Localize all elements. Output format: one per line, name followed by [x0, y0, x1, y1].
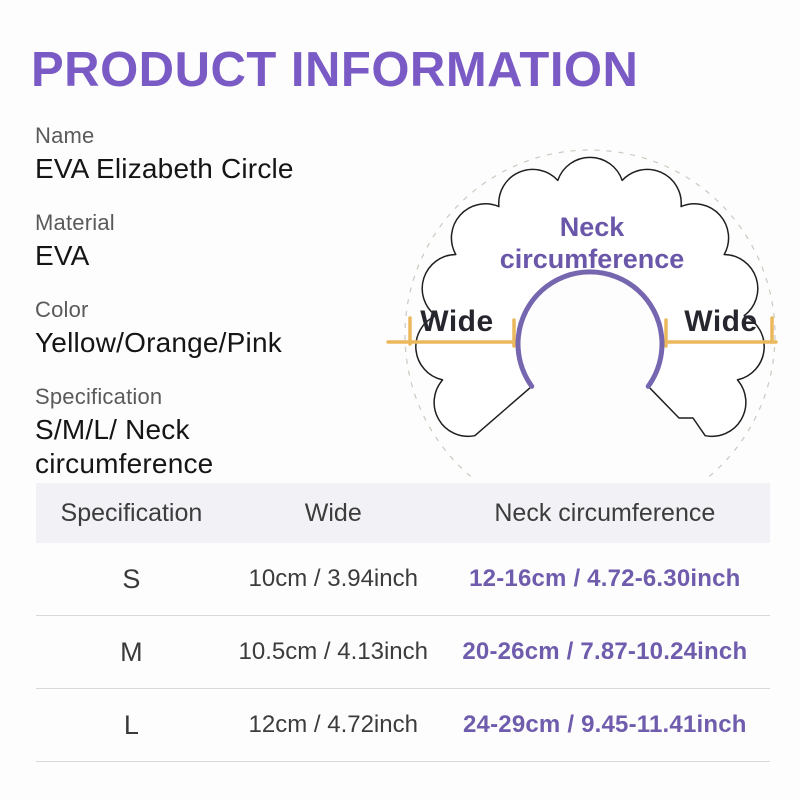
- wide-cell: 10cm / 3.94inch: [248, 565, 418, 592]
- info-value: EVA: [35, 240, 90, 272]
- header-wide: Wide: [304, 498, 362, 527]
- wide-cell: 10.5cm / 4.13inch: [238, 638, 428, 665]
- wide-measure-line-right: [660, 316, 778, 348]
- header-specification: Specification: [60, 498, 203, 527]
- neck-cell: 24-29cm / 9.45-11.41inch: [463, 711, 747, 738]
- info-field-material: Material EVA: [35, 210, 375, 273]
- page-title: PRODUCT INFORMATION: [31, 43, 639, 97]
- info-field-color: Color Yellow/Orange/Pink: [35, 297, 375, 360]
- wide-measure-line-left: [386, 316, 520, 348]
- table-header-row: Specification Wide Neck circumference: [36, 483, 770, 543]
- info-field-specification: Specification S/M/L/ Neck circumference: [35, 384, 375, 481]
- info-label: Specification: [35, 383, 163, 409]
- neck-cell: 12-16cm / 4.72-6.30inch: [469, 565, 741, 592]
- info-value: Yellow/Orange/Pink: [35, 327, 282, 359]
- collar-size-diagram: Neck circumference Wide Wide: [386, 149, 778, 480]
- info-label: Material: [35, 209, 115, 235]
- header-neck-circumference: Neck circumference: [494, 498, 716, 527]
- collar-outline: [415, 156, 765, 438]
- wide-cell: 12cm / 4.72inch: [248, 711, 418, 738]
- neck-circumference-label-line1: Neck: [560, 212, 626, 242]
- wide-label-right: Wide: [684, 305, 757, 338]
- dashed-guide-circle: [404, 149, 776, 480]
- size-cell: M: [120, 636, 143, 667]
- size-cell: L: [123, 709, 139, 740]
- neck-cell: 20-26cm / 7.87-10.24inch: [462, 638, 748, 665]
- neck-circumference-arc: [515, 269, 665, 389]
- info-value: EVA Elizabeth Circle: [35, 153, 294, 185]
- size-spec-table: Specification Wide Neck circumference S …: [36, 483, 770, 762]
- info-label: Color: [35, 296, 89, 322]
- info-field-name: Name EVA Elizabeth Circle: [35, 123, 375, 186]
- info-value: S/M/L/ Neck circumference: [35, 414, 214, 479]
- info-label: Name: [35, 123, 95, 148]
- table-row-s: S 10cm / 3.94inch 12-16cm / 4.72-6.30inc…: [36, 543, 770, 616]
- table-row-m: M 10.5cm / 4.13inch 20-26cm / 7.87-10.24…: [36, 616, 770, 689]
- table-row-l: L 12cm / 4.72inch 24-29cm / 9.45-11.41in…: [36, 689, 770, 762]
- neck-circumference-label-line2: circumference: [500, 244, 685, 274]
- wide-label-left: Wide: [420, 305, 493, 338]
- product-info-block: Name EVA Elizabeth Circle Material EVA C…: [35, 123, 375, 505]
- size-cell: S: [122, 563, 141, 594]
